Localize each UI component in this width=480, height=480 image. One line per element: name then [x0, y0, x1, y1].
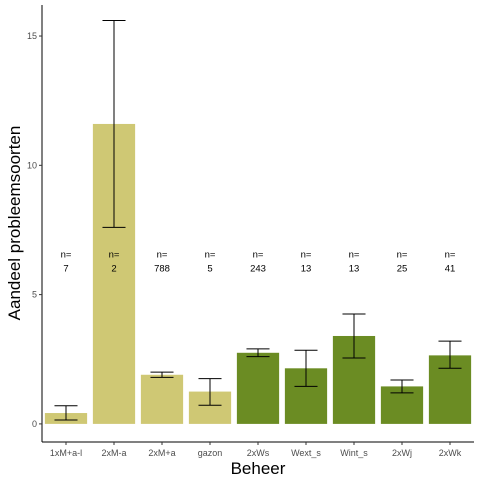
n-label-value: 41 — [445, 264, 456, 275]
x-tick-label: Wint_s — [340, 448, 368, 458]
n-label-value: 5 — [207, 264, 212, 275]
n-label-value: 788 — [154, 264, 170, 275]
n-label-value: 25 — [397, 264, 408, 275]
n-label-prefix: n= — [157, 250, 168, 261]
n-label-prefix: n= — [253, 250, 264, 261]
x-tick-label: 2xM+a — [148, 448, 175, 458]
n-label-prefix: n= — [445, 250, 456, 261]
y-axis-title: Aandeel probleemsoorten — [5, 126, 24, 321]
y-tick-label: 0 — [32, 419, 37, 429]
n-label-value: 13 — [301, 264, 312, 275]
x-tick-label: 1xM+a-l — [50, 448, 82, 458]
y-tick-label: 15 — [27, 31, 37, 41]
x-tick-label: 2xWk — [439, 448, 462, 458]
x-tick-label: 2xM-a — [101, 448, 126, 458]
n-labels-layer: n= 7 n= 2 n= 788 n= 5 n= 243 n= 13 n= 13 n= 25 n= 41 — [61, 250, 456, 275]
x-axis-title: Beheer — [231, 459, 286, 478]
n-label-prefix: n= — [61, 250, 72, 261]
n-label-value: 7 — [63, 264, 68, 275]
n-label-prefix: n= — [109, 250, 120, 261]
x-tick-label: Wext_s — [291, 448, 321, 458]
y-ticks-layer: 0 5 10 15 — [27, 31, 42, 429]
bar — [140, 374, 184, 424]
n-label-prefix: n= — [301, 250, 312, 261]
y-tick-label: 10 — [27, 160, 37, 170]
n-label-prefix: n= — [205, 250, 216, 261]
bar — [236, 352, 280, 424]
x-ticks-layer: 1xM+a-l 2xM-a 2xM+a gazon 2xWs Wext_s Wint_s 2x… — [50, 442, 462, 458]
error-bars-layer — [54, 20, 462, 421]
n-label-prefix: n= — [349, 250, 360, 261]
y-tick-label: 5 — [32, 290, 37, 300]
n-label-value: 2 — [111, 264, 116, 275]
n-label-value: 13 — [349, 264, 360, 275]
n-label-prefix: n= — [397, 250, 408, 261]
x-tick-label: 2xWj — [392, 448, 412, 458]
n-label-value: 243 — [250, 264, 266, 275]
x-tick-label: 2xWs — [247, 448, 270, 458]
x-tick-label: gazon — [198, 448, 223, 458]
